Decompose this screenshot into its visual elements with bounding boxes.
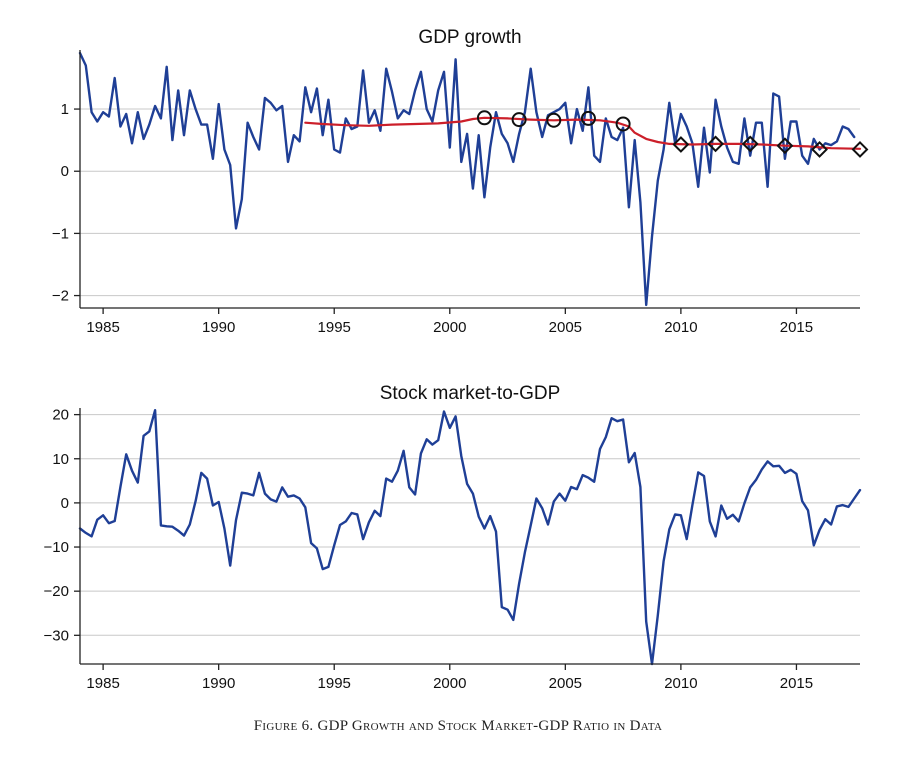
stock-market-y-tick-label: 0 — [61, 495, 69, 512]
gdp-growth-y-tick-label: −2 — [52, 288, 69, 305]
stock-market-gridlines — [80, 414, 860, 636]
gdp-growth-panel: GDP growth −2 −1 0 1 1985 1990 1995 2000 2005 201… — [52, 27, 869, 336]
gdp-growth-y-tick-label: 1 — [61, 101, 69, 118]
gdp-growth-x-tick-label: 1995 — [318, 319, 351, 336]
gdp-growth-diamond-marker — [776, 137, 794, 155]
stock-market-x-tick-label: 2010 — [664, 675, 697, 692]
stock-market-panel: Stock market-to-GDP −30 −20 −10 0 10 20 1985 19… — [44, 383, 862, 692]
gdp-growth-x-tick-label: 1990 — [202, 319, 235, 336]
stock-market-y-tick-label: 10 — [52, 451, 69, 468]
stock-market-x-tick-label: 2015 — [780, 675, 813, 692]
gdp-growth-markers — [476, 110, 869, 158]
gdp-growth-x-tick-label: 2010 — [664, 319, 697, 336]
stock-market-x-tick-label: 2000 — [433, 675, 466, 692]
stock-market-y-tick-label: −20 — [44, 583, 69, 600]
gdp-growth-circle-marker — [511, 112, 527, 128]
gdp-growth-x-tick-label: 2015 — [780, 319, 813, 336]
gdp-growth-y-tick-label: −1 — [52, 225, 69, 242]
gdp-growth-axes: −2 −1 0 1 1985 1990 1995 2000 2005 2010 2015 — [52, 50, 860, 336]
gdp-growth-circle-marker — [615, 116, 631, 132]
gdp-growth-trend-line — [304, 116, 862, 150]
gdp-growth-y-tick-label: 0 — [61, 163, 69, 180]
figure-caption: Figure 6. GDP Growth and Stock Market-GD… — [253, 718, 663, 734]
stock-market-series-line — [78, 409, 862, 666]
stock-market-axes: −30 −20 −10 0 10 20 1985 1990 1995 2000 2005 2010 20… — [44, 407, 860, 692]
gdp-growth-circle-marker — [580, 110, 596, 126]
stock-market-x-tick-label: 1990 — [202, 675, 235, 692]
gdp-growth-circle-marker — [546, 112, 562, 128]
gdp-growth-diamond-marker — [707, 135, 724, 153]
gdp-growth-diamond-marker — [672, 136, 690, 153]
gdp-growth-diamond-marker — [851, 141, 869, 158]
stock-market-series — [78, 409, 862, 666]
stock-market-y-tick-label: 20 — [52, 407, 69, 424]
stock-market-y-tick-label: −30 — [44, 627, 69, 644]
stock-market-x-tick-label: 1985 — [86, 675, 119, 692]
stock-market-title: Stock market-to-GDP — [380, 383, 561, 404]
gdp-growth-series-line — [78, 51, 856, 307]
gdp-growth-series — [78, 51, 862, 307]
stock-market-x-tick-label: 1995 — [318, 675, 351, 692]
gdp-growth-title: GDP growth — [418, 27, 521, 48]
stock-market-y-tick-label: −10 — [44, 539, 69, 556]
gdp-growth-x-tick-label: 2005 — [549, 319, 582, 336]
gdp-growth-circle-marker — [476, 110, 492, 126]
gdp-growth-x-tick-label: 2000 — [433, 319, 466, 336]
gdp-growth-diamond-marker — [811, 141, 828, 158]
gdp-growth-x-tick-label: 1985 — [86, 319, 119, 336]
gdp-growth-diamond-marker — [741, 135, 759, 153]
stock-market-x-tick-label: 2005 — [549, 675, 582, 692]
